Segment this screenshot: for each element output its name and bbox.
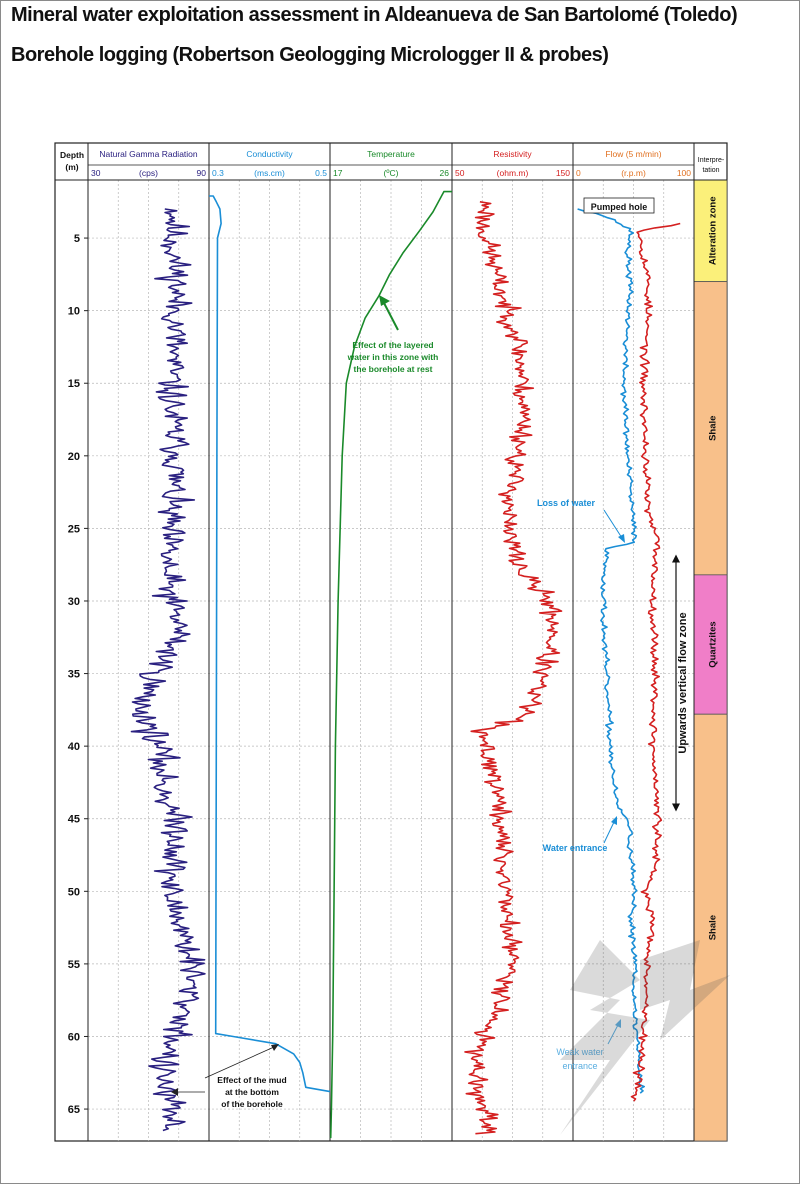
water-entrance-arrowhead	[611, 816, 617, 825]
depth-axis-label: Depth	[60, 150, 84, 160]
figure-subtitle: Borehole logging (Robertson Geologging M…	[11, 44, 609, 66]
depth-tick-label: 35	[68, 669, 80, 681]
track-max-label: 26	[440, 168, 450, 178]
interpretation-header: Interpre-	[698, 157, 725, 164]
track-title: Temperature	[367, 149, 415, 159]
flow-zone-label: Upwards vertical flow zone	[677, 612, 689, 753]
depth-tick-label: 50	[68, 886, 80, 898]
depth-tick-label: 15	[68, 378, 80, 390]
depth-tick-label: 20	[68, 451, 80, 463]
mud-annotation-leader	[204, 1046, 275, 1079]
weak-water-entrance-label: Weak water	[556, 1047, 603, 1057]
depth-tick-label: 45	[68, 814, 80, 826]
mud-annotation: Effect of the mud	[217, 1075, 286, 1085]
water-entrance-arrow	[603, 821, 615, 844]
series-line-natural-gamma-radiation	[130, 208, 206, 1132]
interpretation-header: tation	[702, 167, 719, 174]
flow-zone-arrowhead-top	[672, 554, 680, 563]
temperature-annotation-arrow	[383, 302, 399, 331]
watermark-shape	[560, 940, 650, 1135]
temperature-annotation: the borehole at rest	[354, 364, 433, 374]
track-title: Resistivity	[493, 149, 532, 159]
depth-tick-label: 65	[68, 1104, 80, 1116]
depth-tick-label: 25	[68, 523, 80, 535]
mud-annotation: of the borehole	[221, 1099, 283, 1109]
track-unit: (ohm.m)	[497, 168, 529, 178]
depth-tick-label: 30	[68, 596, 80, 608]
pumped-hole-box	[583, 197, 655, 214]
track-unit: (ms.cm)	[254, 168, 285, 178]
track-max-label: 90	[197, 168, 207, 178]
interpretation-zone-label: Quartzites	[708, 621, 719, 667]
series-line-conductivity	[209, 195, 331, 1093]
mud-annotation-arrowhead	[171, 1088, 178, 1096]
depth-tick-label: 10	[68, 306, 80, 318]
track-max-label: 0.5	[315, 168, 327, 178]
track-min-label: 50	[455, 168, 465, 178]
track-min-label: 0	[576, 168, 581, 178]
depth-axis-unit: (m)	[65, 162, 78, 172]
temperature-annotation-arrowhead	[379, 295, 390, 306]
track-max-label: 100	[677, 168, 691, 178]
track-min-label: 17	[333, 168, 343, 178]
weak-water-entrance-arrowhead	[615, 1019, 621, 1028]
interpretation-zone-label: Shale	[708, 915, 719, 940]
interpretation-zone-label: Alteration zone	[708, 196, 719, 265]
track-unit: (ºC)	[384, 168, 399, 178]
interpretation-zone-label: Shale	[708, 416, 719, 441]
mud-annotation-arrowhead	[271, 1044, 279, 1051]
mud-annotation: at the bottom	[225, 1087, 279, 1097]
series-line-temperature	[329, 190, 452, 1139]
loss-of-water-arrowhead	[618, 534, 625, 543]
track-min-label: 30	[91, 168, 101, 178]
pumped-hole-label: Pumped hole	[591, 202, 648, 212]
weak-water-entrance-arrow	[607, 1024, 619, 1045]
series-line-borehole-at-rest	[630, 222, 681, 1102]
loss-of-water-arrow	[603, 509, 623, 539]
depth-tick-label: 40	[68, 741, 80, 753]
loss-of-water-label: Loss of water	[537, 498, 596, 508]
interpretation-zone	[693, 713, 728, 1142]
interpretation-zone	[693, 179, 728, 283]
flow-zone-arrowhead-bottom	[672, 803, 680, 812]
weak-water-entrance-label: entrance	[562, 1061, 597, 1071]
temperature-annotation: Effect of the layered	[352, 340, 433, 350]
water-entrance-label: Water entrance	[543, 843, 608, 853]
depth-tick-label: 5	[74, 233, 80, 245]
track-title: Flow (5 m/min)	[605, 149, 661, 159]
figure-title: Mineral water exploitation assessment in…	[11, 4, 738, 26]
series-line-resistivity	[464, 201, 563, 1135]
track-unit: (r.p.m)	[621, 168, 646, 178]
track-unit: (cps)	[139, 168, 158, 178]
temperature-annotation: water in this zone with	[347, 352, 439, 362]
watermark-logo	[560, 940, 730, 1135]
series-line-pumped-hole	[577, 208, 645, 1094]
track-min-label: 0.3	[212, 168, 224, 178]
depth-tick-label: 60	[68, 1031, 80, 1043]
track-title: Natural Gamma Radiation	[99, 149, 198, 159]
track-title: Conductivity	[246, 149, 293, 159]
track-max-label: 150	[556, 168, 570, 178]
watermark-shape	[640, 940, 730, 1040]
depth-tick-label: 55	[68, 959, 80, 971]
